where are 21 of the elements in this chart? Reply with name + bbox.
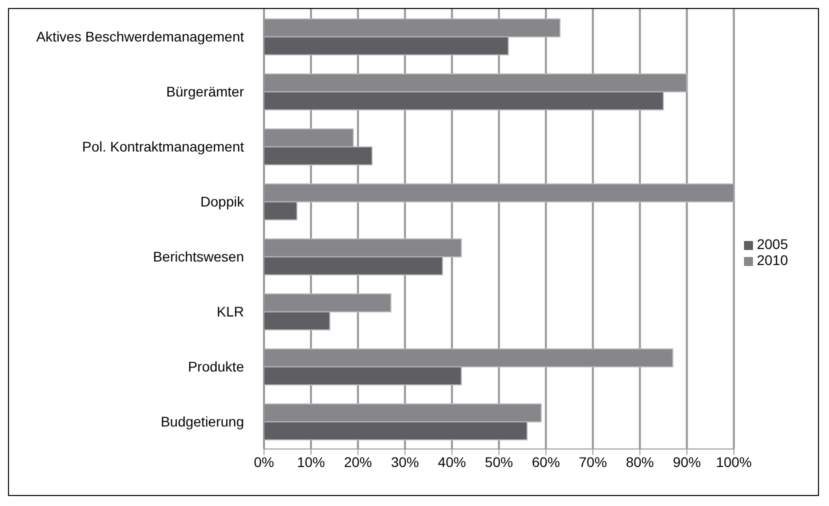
x-tick-label: 70% bbox=[578, 454, 607, 470]
x-tick-label: 0% bbox=[254, 454, 274, 470]
y-tick-label: Budgetierung bbox=[160, 413, 244, 430]
x-tick-label: 30% bbox=[390, 454, 419, 470]
x-tick-label: 40% bbox=[438, 454, 466, 470]
x-tick-label: 20% bbox=[344, 454, 372, 470]
x-tick-label: 60% bbox=[532, 454, 560, 470]
y-tick-label: KLR bbox=[216, 303, 244, 320]
y-tick-label: Aktives Beschwerdemanagement bbox=[36, 28, 244, 44]
legend-label: 2010 bbox=[756, 252, 788, 268]
y-tick-label: Bürgerämter bbox=[166, 83, 244, 100]
x-tick-label: 50% bbox=[484, 454, 513, 470]
x-tick-label: 80% bbox=[626, 454, 654, 470]
legend-label: 2005 bbox=[756, 236, 788, 252]
y-tick-label: Doppik bbox=[200, 193, 245, 210]
x-tick-label: 100% bbox=[716, 454, 752, 470]
y-tick-label: Berichtswesen bbox=[152, 248, 244, 264]
x-tick-label: 10% bbox=[296, 454, 325, 470]
y-tick-label: Pol. Kontraktmanagement bbox=[82, 138, 244, 154]
x-tick-label: 90% bbox=[672, 454, 701, 470]
y-tick-label: Produkte bbox=[188, 358, 244, 374]
